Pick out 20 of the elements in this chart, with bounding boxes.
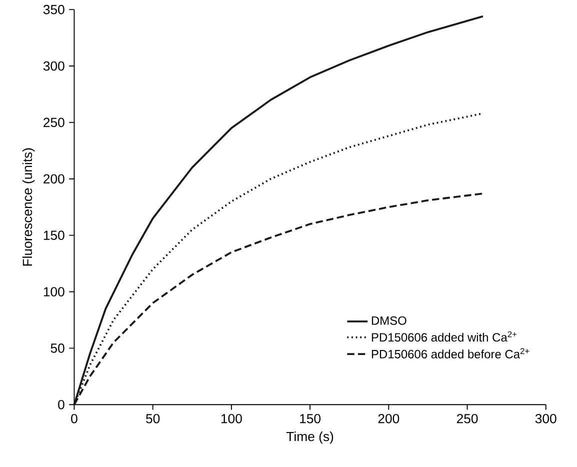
- x-tick-label: 300: [535, 414, 556, 424]
- y-tick-label: 100: [44, 287, 64, 296]
- y-tick-label: 50: [50, 344, 64, 353]
- y-tick-label: 150: [44, 230, 64, 240]
- legend-label: PD150606 added with Ca$^{2+}$: [372, 331, 517, 342]
- x-tick-label: 0: [71, 414, 78, 424]
- y-tick-label: 200: [44, 174, 64, 184]
- x-tick-label: 250: [456, 414, 478, 424]
- x-tick-label: 200: [378, 414, 400, 424]
- legend-label: PD150606 added before Ca$^{2+}$: [372, 348, 530, 358]
- y-tick-label: 250: [44, 118, 64, 128]
- legend-label: DMSO: [372, 316, 406, 325]
- y-tick-label: 350: [43, 4, 64, 14]
- y-tick-label: 0: [58, 400, 64, 410]
- y-axis-title: Fluorescence (units): [22, 148, 35, 266]
- x-tick-label: 50: [146, 414, 160, 424]
- x-tick-label: 100: [221, 414, 242, 424]
- y-tick-label: 300: [43, 61, 64, 71]
- x-axis-title: Time (s): [286, 432, 334, 444]
- x-tick-label: 150: [300, 414, 320, 424]
